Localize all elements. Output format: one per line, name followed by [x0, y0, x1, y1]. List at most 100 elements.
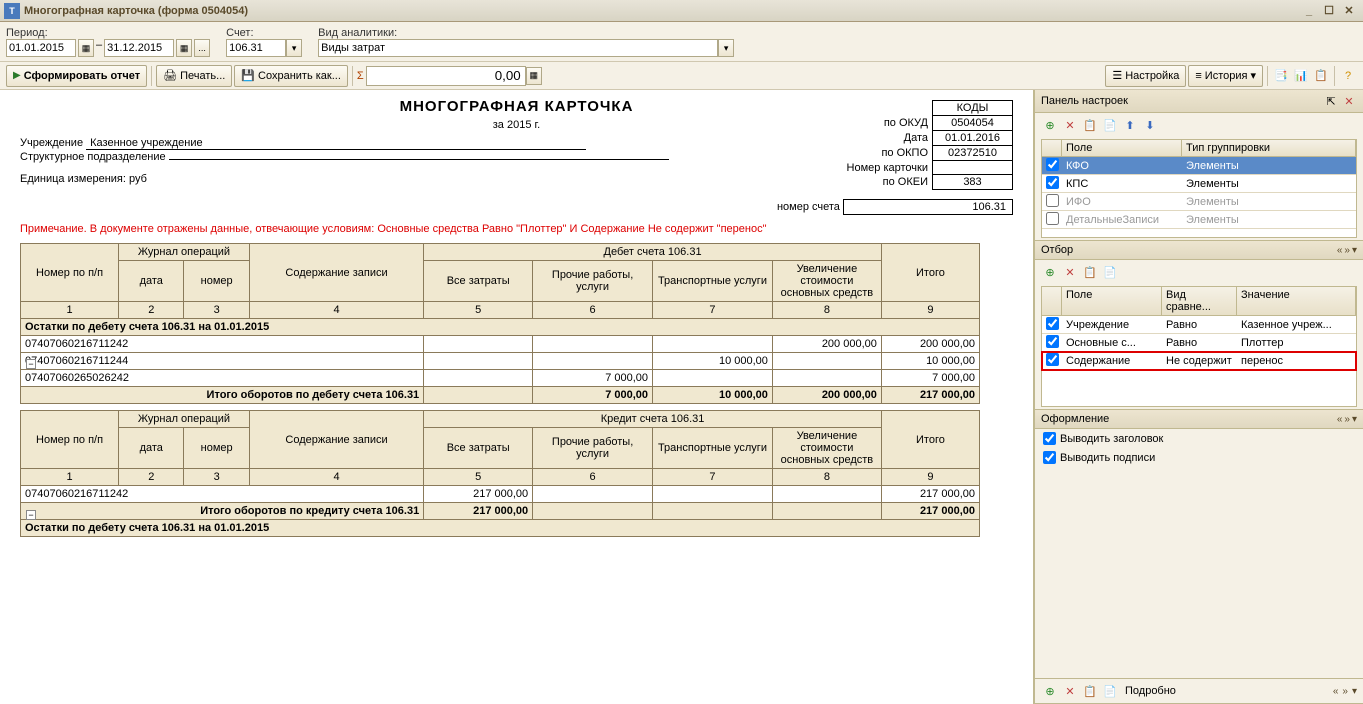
row-checkbox[interactable]	[1046, 335, 1059, 348]
form-report-button[interactable]: ▶ Сформировать отчет	[6, 65, 147, 87]
hdr-credit: Кредит счета 106.31	[424, 411, 882, 428]
tree-toggle[interactable]: −	[26, 510, 36, 520]
chevron-left-icon[interactable]: «	[1337, 245, 1343, 256]
hdr-increase: Увеличение стоимости основных средств	[772, 428, 881, 469]
institution-value: Казенное учреждение	[86, 137, 586, 150]
close-button[interactable]: ✕	[1339, 3, 1359, 19]
filter-row[interactable]: СодержаниеНе содержитперенос	[1042, 352, 1356, 370]
chevron-right-icon[interactable]: »	[1344, 414, 1350, 425]
colnum-8: 8	[772, 302, 881, 319]
form-date-value: 01.01.2016	[933, 131, 1013, 146]
row-field: КФО	[1062, 159, 1182, 173]
detailed-label: Подробно	[1125, 685, 1176, 697]
grouping-row[interactable]: КФОЭлементы	[1042, 157, 1356, 175]
grouping-row[interactable]: КПСЭлементы	[1042, 175, 1356, 193]
hdr-transport: Транспортные услуги	[653, 261, 773, 302]
chevron-down-icon[interactable]: ▾	[1352, 414, 1357, 425]
tool-icon-1[interactable]: 📑	[1272, 67, 1290, 85]
sum-calc-icon[interactable]: ▦	[526, 67, 542, 85]
date-to-picker-icon[interactable]: ▦	[176, 39, 192, 57]
report-document: МНОГОГРАФНАЯ КАРТОЧКА КОДЫ по ОКУД050405…	[0, 90, 1033, 541]
delete-icon[interactable]: ✕	[1061, 263, 1079, 281]
grouping-grid: Поле Тип группировки КФОЭлементыКПСЭлеме…	[1041, 139, 1357, 238]
date-to-input[interactable]	[104, 39, 174, 57]
print-label: Печать...	[180, 70, 225, 82]
show-signatures-checkbox[interactable]: Выводить подписи	[1035, 448, 1363, 467]
hdr-number: номер	[184, 261, 249, 302]
delete-icon[interactable]: ✕	[1061, 682, 1079, 700]
hdr-rownum: Номер по п/п	[21, 244, 119, 302]
date-from-input[interactable]	[6, 39, 76, 57]
tool-icon-2[interactable]: 📊	[1292, 67, 1310, 85]
row-checkbox[interactable]	[1046, 158, 1059, 171]
chevron-down-icon[interactable]: ▾	[1352, 245, 1357, 256]
show-header-checkbox[interactable]: Выводить заголовок	[1035, 429, 1363, 448]
period-label: Период:	[6, 27, 208, 39]
separator	[1334, 66, 1335, 86]
down-icon[interactable]: ⬇	[1141, 116, 1159, 134]
table-row: 07407060265026242 7 000,00 7 000,00	[21, 370, 980, 387]
row-checkbox[interactable]	[1046, 317, 1059, 330]
report-scroll[interactable]: МНОГОГРАФНАЯ КАРТОЧКА КОДЫ по ОКУД050405…	[0, 90, 1033, 704]
list-icon: ≡	[1195, 70, 1201, 82]
row-value: Плоттер	[1237, 336, 1356, 350]
history-label: История	[1205, 70, 1248, 82]
print-button[interactable]: 🖨 Печать...	[156, 65, 232, 87]
paste-icon[interactable]: 📄	[1101, 116, 1119, 134]
chevron-left-icon[interactable]: «	[1337, 414, 1343, 425]
chevron-left-icon[interactable]: «	[1333, 686, 1339, 697]
row-checkbox[interactable]	[1046, 176, 1059, 189]
hdr-number: номер	[184, 428, 249, 469]
copy-icon[interactable]: 📋	[1081, 263, 1099, 281]
add-icon[interactable]: ⊕	[1041, 263, 1059, 281]
play-icon: ▶	[13, 70, 21, 81]
period-picker-button[interactable]: ...	[194, 39, 210, 57]
chevron-right-icon[interactable]: »	[1344, 245, 1350, 256]
copy-icon[interactable]: 📋	[1081, 116, 1099, 134]
save-as-button[interactable]: 💾 Сохранить как...	[234, 65, 348, 87]
date-from-picker-icon[interactable]: ▦	[78, 39, 94, 57]
paste-icon[interactable]: 📄	[1101, 682, 1119, 700]
chevron-right-icon[interactable]: »	[1342, 686, 1348, 697]
chevron-down-icon[interactable]: ▾	[1352, 686, 1357, 697]
panel-expand-icon[interactable]: ⇱	[1323, 93, 1339, 109]
tool-icon-3[interactable]: 📋	[1312, 67, 1330, 85]
history-button[interactable]: ≡ История ▾	[1188, 65, 1263, 87]
minimize-button[interactable]: _	[1299, 3, 1319, 19]
row-code: 07407060216711242	[21, 336, 424, 353]
filter-row[interactable]: УчреждениеРавноКазенное учреж...	[1042, 316, 1356, 334]
okei-value: 383	[933, 175, 1013, 190]
analytic-type-input[interactable]	[318, 39, 718, 57]
add-icon[interactable]: ⊕	[1041, 682, 1059, 700]
up-icon[interactable]: ⬆	[1121, 116, 1139, 134]
filter-title: Отбор	[1041, 244, 1073, 256]
panel-close-icon[interactable]: ✕	[1341, 93, 1357, 109]
settings-button[interactable]: ☰ Настройка	[1105, 65, 1186, 87]
filter-row[interactable]: Основные с...РавноПлоттер	[1042, 334, 1356, 352]
row-checkbox[interactable]	[1046, 194, 1059, 207]
row-checkbox[interactable]	[1046, 353, 1059, 366]
tree-toggle[interactable]: −	[26, 359, 36, 369]
copy-icon[interactable]: 📋	[1081, 682, 1099, 700]
row-value: перенос	[1237, 354, 1356, 368]
maximize-button[interactable]: ☐	[1319, 3, 1339, 19]
add-icon[interactable]: ⊕	[1041, 116, 1059, 134]
grouping-row[interactable]: ИФОЭлементы	[1042, 193, 1356, 211]
hdr-debit: Дебет счета 106.31	[424, 244, 882, 261]
account-dropdown-icon[interactable]: ▾	[286, 39, 302, 57]
delete-icon[interactable]: ✕	[1061, 116, 1079, 134]
show-signatures-chk[interactable]	[1043, 451, 1056, 464]
hdr-journal: Журнал операций	[119, 411, 250, 428]
hdr-content: Содержание записи	[249, 411, 423, 469]
colnum-4: 4	[249, 469, 423, 486]
sum-icon: Σ	[357, 70, 364, 82]
sum-input[interactable]	[366, 66, 526, 86]
colnum-6: 6	[533, 469, 653, 486]
show-header-chk[interactable]	[1043, 432, 1056, 445]
analytic-dropdown-icon[interactable]: ▾	[718, 39, 734, 57]
account-input[interactable]	[226, 39, 286, 57]
grouping-row[interactable]: ДетальныеЗаписиЭлементы	[1042, 211, 1356, 229]
paste-icon[interactable]: 📄	[1101, 263, 1119, 281]
help-icon[interactable]: ?	[1339, 67, 1357, 85]
row-checkbox[interactable]	[1046, 212, 1059, 225]
